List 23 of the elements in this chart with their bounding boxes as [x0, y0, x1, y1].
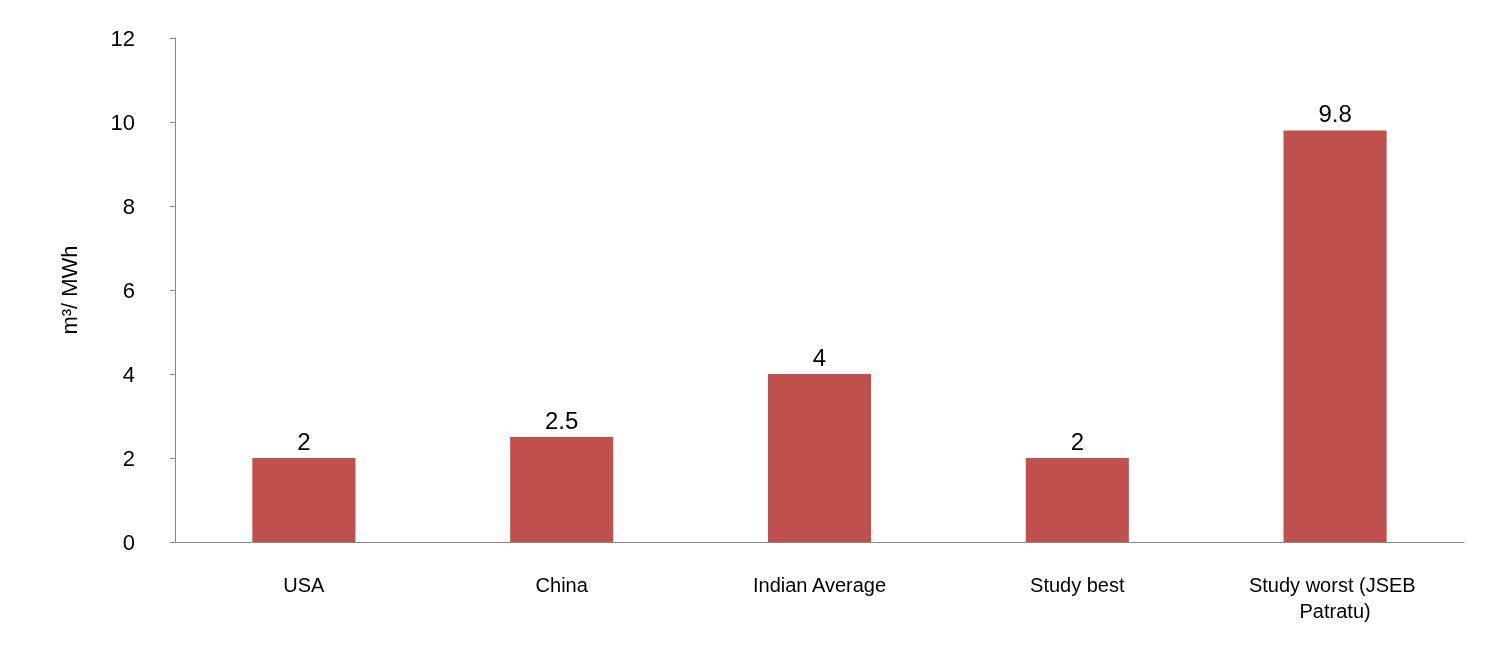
data-label: 2 — [1070, 427, 1084, 455]
x-tick-label: USA — [283, 574, 326, 596]
data-label: 9.8 — [1318, 99, 1352, 127]
data-label: 2.5 — [545, 406, 579, 434]
bar — [1025, 458, 1129, 542]
data-label: 2 — [297, 427, 311, 455]
x-tick-label: Study best — [1030, 574, 1125, 596]
x-tick-label: Study worst (JSEB Patratu) — [1248, 574, 1422, 622]
y-tick-label: 12 — [110, 25, 135, 51]
y-axis-title: m³/ MWh — [56, 245, 82, 335]
y-tick-label: 4 — [122, 361, 135, 387]
y-tick-label: 0 — [122, 529, 135, 555]
y-tick-label: 6 — [122, 277, 135, 303]
y-tick-label: 2 — [122, 445, 135, 471]
x-tick-label: Indian Average — [752, 574, 887, 596]
bar — [1283, 130, 1387, 542]
bar — [767, 374, 872, 542]
y-tick-label: 10 — [110, 109, 135, 135]
y-tick-label: 8 — [122, 193, 135, 219]
bar — [510, 437, 614, 542]
bar — [252, 458, 356, 542]
data-label: 4 — [812, 343, 827, 371]
x-tick-label: China — [535, 574, 589, 596]
